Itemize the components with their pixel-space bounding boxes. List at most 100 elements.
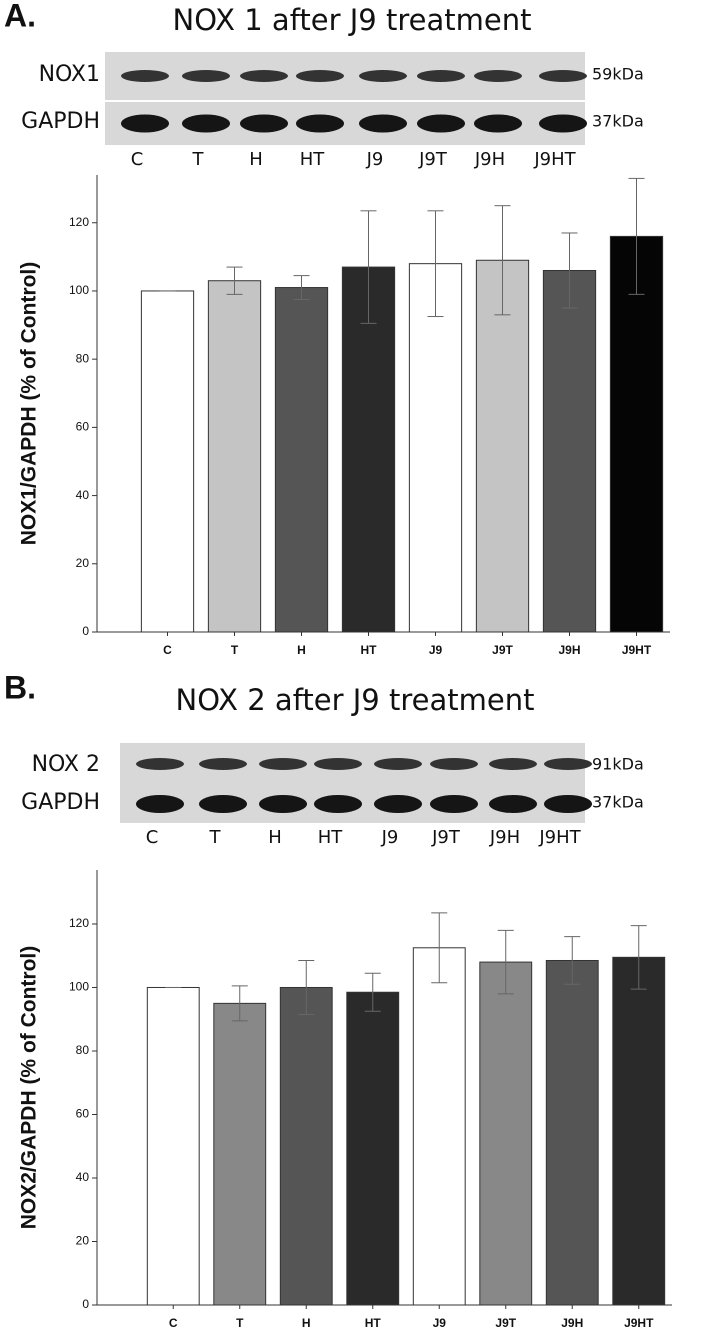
- y-tick-label: 100: [69, 980, 89, 994]
- blot-band: [182, 70, 230, 82]
- y-tick-label: 0: [82, 1297, 89, 1311]
- lane-label: T: [192, 149, 205, 170]
- y-tick-label: 80: [76, 1043, 90, 1057]
- lane-label: HT: [300, 149, 326, 170]
- x-tick-label: HT: [361, 643, 378, 657]
- bar: [140, 290, 195, 633]
- x-tick-label: J9: [429, 643, 443, 657]
- y-axis-label: NOX1/GAPDH (% of Control): [18, 262, 41, 546]
- x-tick-label: J9HT: [624, 1316, 654, 1330]
- blot-row-label: NOX 2: [32, 752, 100, 777]
- y-tick-label: 80: [76, 351, 90, 365]
- blot-size-label: 37kDa: [592, 793, 644, 812]
- blot-band: [539, 70, 587, 82]
- blot-band: [199, 795, 247, 813]
- y-tick-label: 100: [69, 283, 89, 297]
- x-tick-label: T: [236, 1316, 244, 1330]
- bar: [479, 961, 533, 1306]
- y-tick-label: 40: [76, 1170, 90, 1184]
- panel-label: A.: [4, 0, 36, 33]
- lane-label: H: [268, 827, 282, 848]
- y-tick-label: 120: [69, 916, 89, 930]
- panel-label: B.: [4, 669, 36, 705]
- y-tick-label: 40: [76, 488, 90, 502]
- x-tick-label: J9T: [492, 643, 513, 657]
- blot-row-label: NOX1: [39, 62, 100, 87]
- blot-band: [417, 70, 465, 82]
- y-tick-label: 20: [76, 1234, 90, 1248]
- bar: [412, 947, 466, 1306]
- blot-band: [121, 70, 169, 82]
- bar: [545, 959, 599, 1306]
- lane-label: J9: [366, 149, 384, 170]
- x-tick-label: HT: [365, 1316, 382, 1330]
- y-tick-label: 20: [76, 556, 90, 570]
- x-tick-label: H: [302, 1316, 311, 1330]
- bar: [274, 287, 329, 633]
- lane-label: J9: [381, 827, 399, 848]
- chart-title: NOX 2 after J9 treatment: [176, 683, 535, 717]
- blot-row-label: GAPDH: [21, 790, 100, 815]
- blot-band: [199, 758, 247, 770]
- lane-label: J9H: [474, 149, 505, 170]
- x-tick-label: C: [169, 1316, 178, 1330]
- lane-label: C: [146, 827, 159, 848]
- bar: [408, 263, 463, 633]
- x-tick-label: J9H: [561, 1316, 583, 1330]
- blot-band: [240, 70, 288, 82]
- blot-row-label: GAPDH: [21, 109, 100, 134]
- lane-label: H: [249, 149, 263, 170]
- x-tick-label: J9: [433, 1316, 447, 1330]
- lane-label: J9H: [489, 827, 520, 848]
- y-tick-label: 60: [76, 420, 90, 434]
- bar: [542, 269, 597, 633]
- blot-band: [259, 758, 307, 770]
- x-tick-label: J9H: [558, 643, 580, 657]
- bar: [207, 280, 262, 633]
- chart-title: NOX 1 after J9 treatment: [173, 3, 532, 37]
- blot-band: [539, 114, 587, 133]
- bar: [279, 986, 333, 1306]
- lane-label: C: [131, 149, 144, 170]
- blot-band: [314, 795, 362, 813]
- x-tick-label: H: [297, 643, 306, 657]
- blot-band: [430, 795, 478, 813]
- blot-band: [259, 795, 307, 813]
- blot-band: [314, 758, 362, 770]
- bar: [612, 956, 666, 1306]
- lane-label: J9HT: [538, 827, 581, 848]
- blot-band: [296, 114, 344, 133]
- y-tick-label: 0: [82, 624, 89, 638]
- lane-label: T: [209, 827, 222, 848]
- blot-band: [136, 795, 184, 813]
- lane-label: HT: [318, 827, 344, 848]
- blot-size-label: 37kDa: [592, 112, 644, 131]
- x-tick-label: J9T: [495, 1316, 516, 1330]
- x-tick-label: C: [163, 643, 172, 657]
- blot-band: [240, 114, 288, 133]
- lane-label: J9T: [418, 149, 448, 170]
- lane-label: J9HT: [533, 149, 576, 170]
- blot-band: [359, 70, 407, 82]
- blot-band: [489, 795, 537, 813]
- blot-band: [544, 795, 592, 813]
- blot-band: [296, 70, 344, 82]
- blot-size-label: 59kDa: [592, 65, 644, 84]
- bar: [475, 259, 530, 633]
- blot-band: [430, 758, 478, 770]
- bar: [146, 986, 200, 1306]
- lane-label: J9T: [431, 827, 461, 848]
- blot-band: [474, 114, 522, 133]
- blot-band: [489, 758, 537, 770]
- bar: [213, 1002, 267, 1306]
- bar: [346, 991, 400, 1306]
- blot-size-label: 91kDa: [592, 755, 644, 774]
- y-axis-label: NOX2/GAPDH (% of Control): [18, 946, 41, 1230]
- blot-band: [374, 758, 422, 770]
- blot-band: [544, 758, 592, 770]
- blot-band: [359, 114, 407, 133]
- bar: [609, 235, 664, 633]
- blot-band: [136, 758, 184, 770]
